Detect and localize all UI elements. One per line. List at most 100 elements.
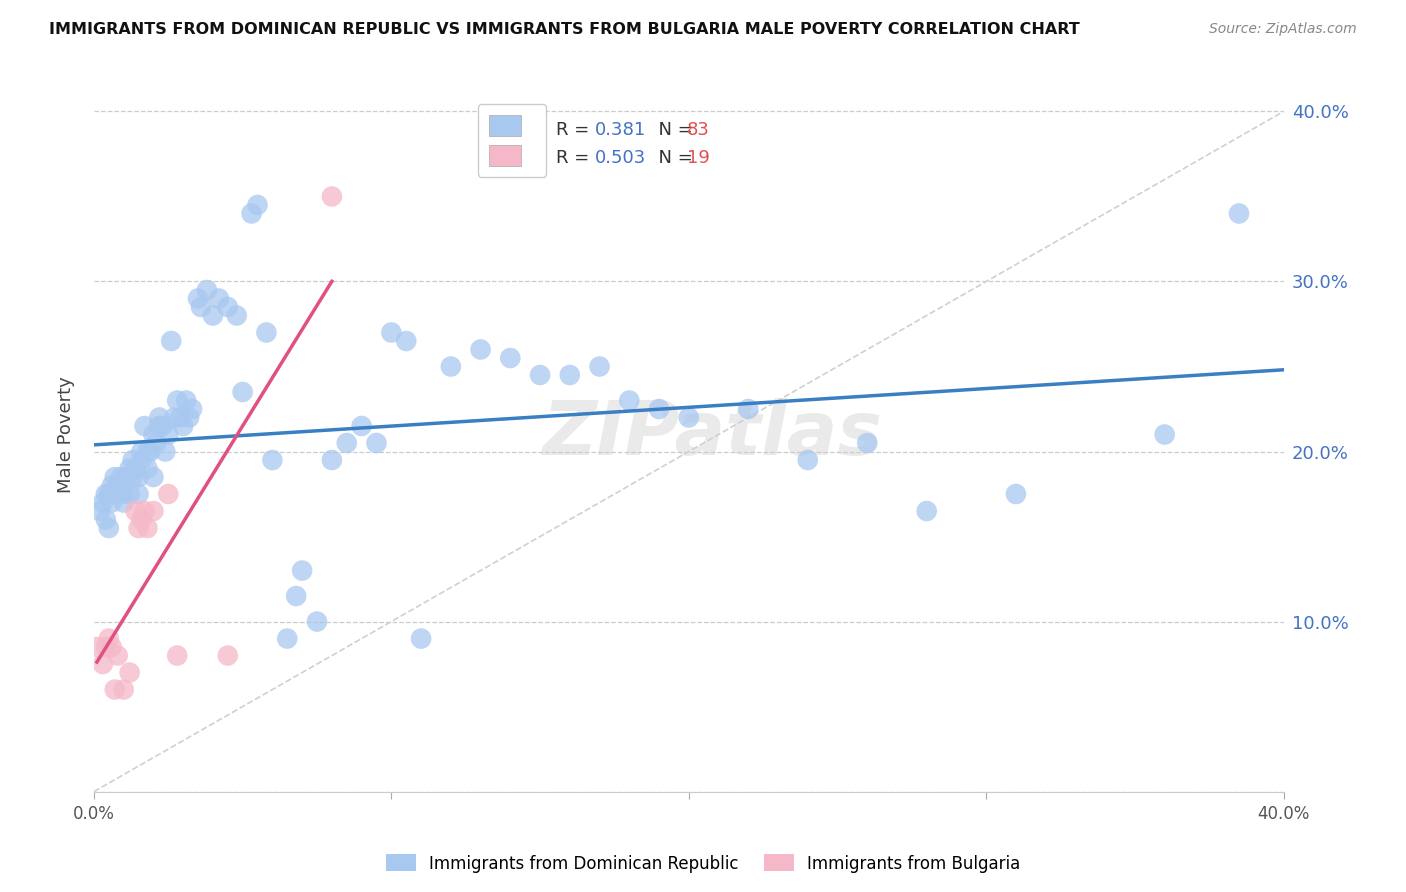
Point [91, 495, 114, 509]
Point [172, 419, 194, 434]
Point [166, 648, 188, 663]
Point [737, 402, 759, 417]
Point [380, 326, 402, 340]
Point [94, 640, 117, 654]
Point [121, 470, 143, 484]
Point [157, 487, 180, 501]
Point [104, 682, 127, 697]
Text: R =: R = [555, 120, 595, 138]
Point [796, 453, 818, 467]
Point [217, 300, 239, 314]
Point [619, 393, 641, 408]
Point [246, 198, 269, 212]
Point [128, 521, 150, 535]
Point [94, 487, 117, 501]
Point [321, 453, 343, 467]
Point [115, 470, 138, 484]
Point [190, 300, 212, 314]
Point [187, 292, 209, 306]
Point [128, 470, 150, 484]
Text: 0.381: 0.381 [595, 120, 647, 138]
Point [440, 359, 463, 374]
Point [134, 504, 156, 518]
Point [100, 478, 122, 492]
Point [529, 368, 551, 382]
Point [232, 384, 254, 399]
Legend: Immigrants from Dominican Republic, Immigrants from Bulgaria: Immigrants from Dominican Republic, Immi… [380, 847, 1026, 880]
Point [142, 504, 165, 518]
Point [1153, 427, 1175, 442]
Point [97, 521, 120, 535]
Point [121, 453, 143, 467]
Point [118, 487, 141, 501]
Point [118, 461, 141, 475]
Point [350, 419, 373, 434]
Point [145, 436, 167, 450]
Point [177, 410, 200, 425]
Point [118, 665, 141, 680]
Point [142, 427, 165, 442]
Point [104, 470, 127, 484]
Text: 83: 83 [686, 120, 710, 138]
Point [97, 487, 120, 501]
Point [100, 495, 122, 509]
Point [240, 206, 263, 220]
Point [131, 444, 153, 458]
Point [169, 410, 191, 425]
Point [86, 640, 108, 654]
Point [89, 504, 111, 518]
Point [91, 657, 114, 671]
Point [195, 283, 218, 297]
Point [470, 343, 492, 357]
Point [201, 309, 224, 323]
Point [225, 309, 247, 323]
Text: N =: N = [648, 149, 699, 167]
Point [366, 436, 388, 450]
Point [181, 402, 204, 417]
Point [160, 334, 183, 348]
Point [131, 512, 153, 526]
Point [155, 444, 177, 458]
Point [131, 453, 153, 467]
Point [136, 521, 159, 535]
Point [150, 419, 173, 434]
Point [588, 359, 610, 374]
Point [166, 393, 188, 408]
Point [678, 410, 700, 425]
Point [157, 427, 180, 442]
Point [915, 504, 938, 518]
Text: 19: 19 [686, 149, 710, 167]
Y-axis label: Male Poverty: Male Poverty [58, 376, 75, 493]
Text: 0.503: 0.503 [595, 149, 647, 167]
Point [142, 470, 165, 484]
Point [110, 470, 132, 484]
Point [112, 682, 135, 697]
Point [124, 461, 146, 475]
Point [254, 326, 277, 340]
Text: R =: R = [555, 149, 595, 167]
Point [163, 410, 186, 425]
Point [107, 478, 129, 492]
Point [97, 632, 120, 646]
Point [276, 632, 298, 646]
Point [409, 632, 432, 646]
Point [174, 393, 197, 408]
Point [148, 419, 170, 434]
Point [112, 478, 135, 492]
Point [107, 648, 129, 663]
Point [139, 444, 162, 458]
Point [128, 487, 150, 501]
Point [217, 648, 239, 663]
Point [395, 334, 418, 348]
Point [648, 402, 671, 417]
Point [136, 461, 159, 475]
Point [291, 564, 314, 578]
Point [262, 453, 284, 467]
Point [124, 504, 146, 518]
Legend: , : , [478, 104, 547, 177]
Point [94, 512, 117, 526]
Point [100, 640, 122, 654]
Point [499, 351, 522, 365]
Text: ZIPatlas: ZIPatlas [543, 398, 883, 471]
Point [1227, 206, 1250, 220]
